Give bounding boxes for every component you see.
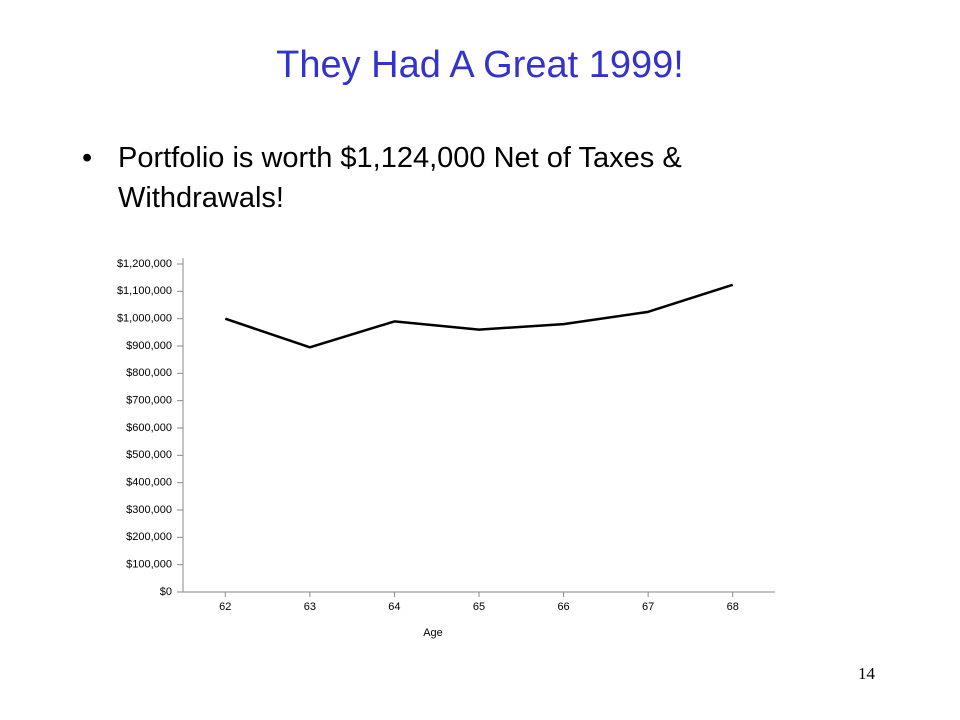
y-tick-label: $1,200,000 — [117, 258, 172, 270]
y-tick-label: $200,000 — [126, 531, 172, 543]
page-number: 14 — [858, 664, 875, 683]
y-tick-label: $900,000 — [126, 340, 172, 352]
y-tick-label: $300,000 — [126, 504, 172, 516]
x-axis-label: Age — [423, 627, 443, 639]
x-tick-label: 67 — [642, 601, 654, 613]
x-tick-label: 64 — [388, 601, 400, 613]
y-tick-label: $800,000 — [126, 367, 172, 379]
y-tick-label: $400,000 — [126, 477, 172, 489]
x-tick-label: 68 — [727, 601, 739, 613]
y-tick-label: $500,000 — [126, 449, 172, 461]
y-tick-label: $600,000 — [126, 422, 172, 434]
bullet: • Portfolio is worth $1,124,000 Net of Ta… — [82, 138, 842, 218]
x-tick-label: 65 — [473, 601, 485, 613]
line — [224, 283, 734, 349]
slide-title: They Had A Great 1999! — [276, 44, 684, 86]
x-tick-label: 66 — [557, 601, 569, 613]
y-tick-label: $100,000 — [126, 559, 172, 571]
x-tick-label: 62 — [219, 601, 231, 613]
y-tick-label: $1,000,000 — [117, 313, 172, 325]
y-tick-label: $1,100,000 — [117, 285, 172, 297]
y-tick-label: $0 — [160, 586, 172, 598]
x-tick-label: 63 — [304, 601, 316, 613]
y-tick-label: $700,000 — [126, 395, 172, 407]
bullet-text: Portfolio is worth $1,124,000 Net of Tax… — [118, 142, 682, 214]
